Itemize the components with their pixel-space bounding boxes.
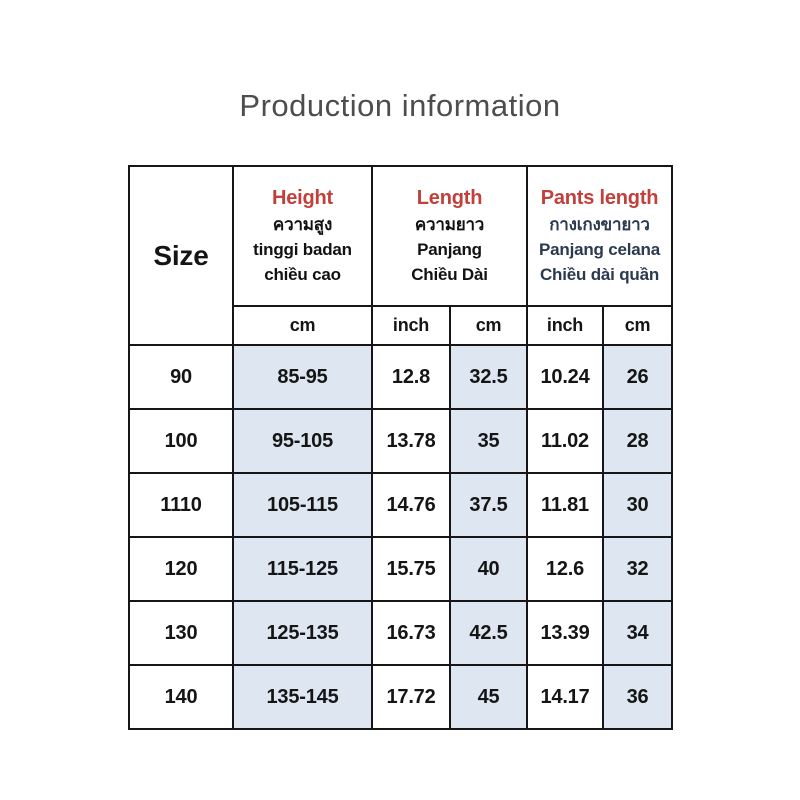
page-title: Production information [239, 88, 561, 123]
height-cm-unit: cm [232, 305, 373, 346]
cell-pants-inch: 14.17 [526, 664, 604, 730]
size-header: Size [128, 165, 234, 346]
cell-length-inch: 14.76 [371, 472, 451, 538]
cell-length-cm: 37.5 [449, 472, 528, 538]
cell-size: 90 [128, 344, 234, 410]
length-cm-unit: cm [449, 305, 528, 346]
pants-cm-unit: cm [602, 305, 673, 346]
pants-length-header-vi: Chiều dài quần [539, 265, 660, 284]
size-chart-table: Size Height ความสูง tinggi badan chiều c… [128, 165, 673, 730]
header-row-main: Size Height ความสูง tinggi badan chiều c… [128, 165, 673, 346]
cell-height-cm: 125-135 [232, 600, 373, 666]
length-header-id: Panjang [417, 240, 482, 259]
height-header-en: Height [271, 187, 334, 209]
cell-size: 1110 [128, 472, 234, 538]
cell-size: 120 [128, 536, 234, 602]
cell-length-inch: 16.73 [371, 600, 451, 666]
cell-pants-inch: 13.39 [526, 600, 604, 666]
cell-pants-cm: 32 [602, 536, 673, 602]
length-header-en: Length [416, 187, 483, 209]
length-header: Length ความยาว Panjang Chiều Dài [371, 165, 528, 307]
cell-pants-cm: 34 [602, 600, 673, 666]
height-header-th: ความสูง [272, 215, 333, 234]
length-header-th: ความยาว [414, 215, 485, 234]
cell-pants-cm: 30 [602, 472, 673, 538]
cell-height-cm: 95-105 [232, 408, 373, 474]
table-row: 130 125-135 16.73 42.5 13.39 34 [128, 600, 673, 666]
cell-length-cm: 45 [449, 664, 528, 730]
cell-height-cm: 115-125 [232, 536, 373, 602]
pants-length-header-th: กางเกงขายาว [549, 215, 650, 234]
cell-length-cm: 32.5 [449, 344, 528, 410]
cell-length-inch: 17.72 [371, 664, 451, 730]
cell-length-cm: 40 [449, 536, 528, 602]
height-header: Height ความสูง tinggi badan chiều cao [232, 165, 373, 307]
cell-pants-inch: 11.02 [526, 408, 604, 474]
cell-height-cm: 105-115 [232, 472, 373, 538]
cell-pants-inch: 10.24 [526, 344, 604, 410]
cell-pants-cm: 28 [602, 408, 673, 474]
cell-pants-cm: 26 [602, 344, 673, 410]
cell-size: 130 [128, 600, 234, 666]
length-header-vi: Chiều Dài [411, 265, 488, 284]
table-row: 1110 105-115 14.76 37.5 11.81 30 [128, 472, 673, 538]
pants-length-header-en: Pants length [540, 187, 659, 209]
cell-pants-inch: 12.6 [526, 536, 604, 602]
cell-length-inch: 13.78 [371, 408, 451, 474]
cell-pants-cm: 36 [602, 664, 673, 730]
length-inch-unit: inch [371, 305, 451, 346]
height-header-id: tinggi badan [253, 240, 352, 259]
cell-pants-inch: 11.81 [526, 472, 604, 538]
table-row: 100 95-105 13.78 35 11.02 28 [128, 408, 673, 474]
cell-size: 140 [128, 664, 234, 730]
pants-inch-unit: inch [526, 305, 604, 346]
height-header-vi: chiều cao [264, 265, 341, 284]
cell-size: 100 [128, 408, 234, 474]
table-row: 120 115-125 15.75 40 12.6 32 [128, 536, 673, 602]
table-row: 140 135-145 17.72 45 14.17 36 [128, 664, 673, 730]
pants-length-header-id: Panjang celana [539, 240, 660, 259]
pants-length-header: Pants length กางเกงขายาว Panjang celana … [526, 165, 673, 307]
cell-length-inch: 15.75 [371, 536, 451, 602]
header-row-units: cm inch cm inch cm [129, 305, 673, 346]
table-row: 90 85-95 12.8 32.5 10.24 26 [128, 344, 673, 410]
cell-height-cm: 85-95 [232, 344, 373, 410]
cell-height-cm: 135-145 [232, 664, 373, 730]
cell-length-inch: 12.8 [371, 344, 451, 410]
cell-length-cm: 42.5 [449, 600, 528, 666]
cell-length-cm: 35 [449, 408, 528, 474]
